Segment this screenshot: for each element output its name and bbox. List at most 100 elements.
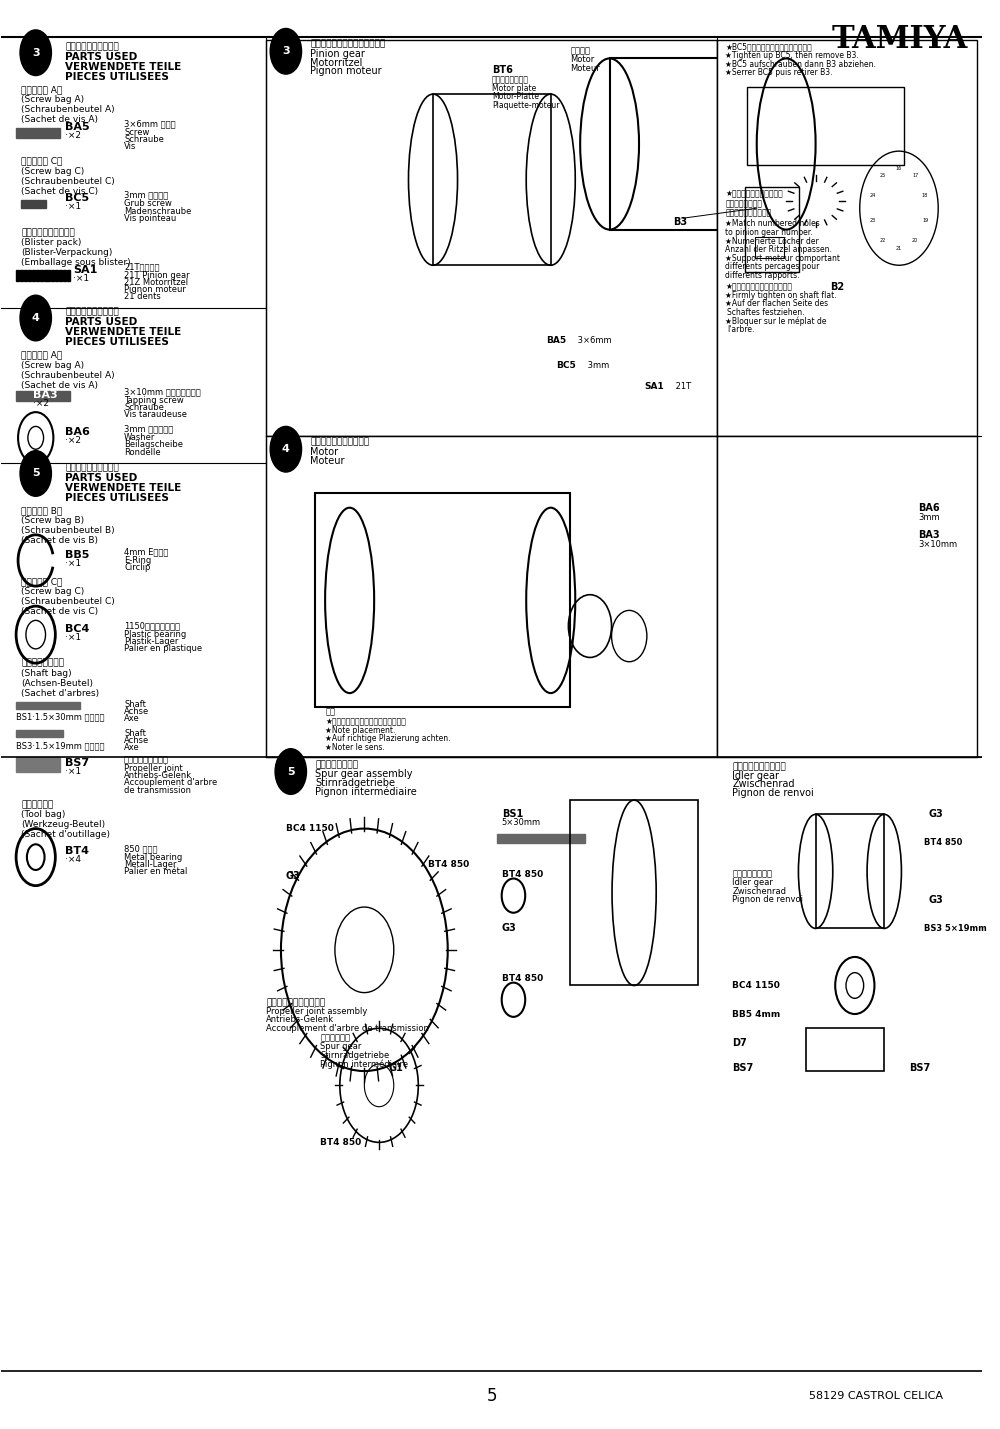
Text: (Schraubenbeutel C): (Schraubenbeutel C) — [21, 177, 115, 186]
Bar — [59, 270, 62, 282]
Text: BS3 5×19mm: BS3 5×19mm — [924, 925, 986, 933]
Text: Pignon moteur: Pignon moteur — [124, 284, 186, 294]
Text: Spur gear: Spur gear — [320, 1042, 362, 1052]
Text: 23: 23 — [870, 219, 876, 223]
Text: Screw: Screw — [124, 129, 149, 137]
Text: BB5: BB5 — [65, 550, 90, 560]
Text: Vis taraudeuse: Vis taraudeuse — [124, 410, 187, 420]
Text: de transmission: de transmission — [124, 786, 191, 795]
Text: Axe: Axe — [124, 743, 140, 752]
Text: 〈使用する小物金具〉: 〈使用する小物金具〉 — [65, 463, 119, 472]
Text: （ブリスターパック）: （ブリスターパック） — [21, 229, 75, 237]
Text: ★Tighten up BC5, then remove B3.: ★Tighten up BC5, then remove B3. — [725, 51, 859, 60]
Text: BA3: BA3 — [33, 390, 57, 400]
Text: Idler gear: Idler gear — [732, 879, 773, 887]
Text: Vis pointeau: Vis pointeau — [124, 214, 176, 223]
Bar — [16, 129, 60, 139]
Text: ★BC5をしめつけ後とりはずします。: ★BC5をしめつけ後とりはずします。 — [725, 43, 812, 51]
Text: 3: 3 — [282, 46, 290, 56]
Text: (Schraubenbeutel A): (Schraubenbeutel A) — [21, 106, 115, 114]
Text: Palier en métal: Palier en métal — [124, 867, 187, 876]
FancyBboxPatch shape — [717, 436, 977, 757]
Text: (Blister-Verpackung): (Blister-Verpackung) — [21, 247, 112, 257]
Bar — [40, 270, 43, 282]
Text: ★Noter le sens.: ★Noter le sens. — [325, 743, 385, 752]
Circle shape — [270, 29, 302, 74]
Text: Schraube: Schraube — [124, 403, 164, 413]
Bar — [570, 800, 698, 986]
Text: PARTS USED: PARTS USED — [65, 51, 137, 61]
Text: (Achsen-Beutel): (Achsen-Beutel) — [21, 679, 93, 687]
Text: BA6: BA6 — [65, 427, 90, 437]
Bar — [816, 815, 884, 929]
Text: (Blister pack): (Blister pack) — [21, 237, 81, 247]
Text: （ビス袋詰 A）: （ビス袋詰 A） — [21, 350, 62, 360]
Bar — [47, 270, 50, 282]
Circle shape — [275, 749, 306, 795]
Text: Grub screw: Grub screw — [124, 200, 172, 209]
Text: BS7: BS7 — [732, 1063, 753, 1073]
Text: G3: G3 — [502, 923, 516, 933]
Text: G1: G1 — [389, 1063, 404, 1073]
Text: 1150プラベアリング: 1150プラベアリング — [124, 622, 180, 630]
Text: 19: 19 — [922, 219, 928, 223]
Text: Stirnradgetriebe: Stirnradgetriebe — [320, 1050, 389, 1060]
Bar — [315, 493, 570, 707]
Text: Plastik-Lager: Plastik-Lager — [124, 637, 178, 646]
Text: 〈アイドラーギヤー〉: 〈アイドラーギヤー〉 — [732, 763, 786, 772]
Text: （工具袋詰）: （工具袋詰） — [21, 800, 53, 809]
Text: Schaftes festziehen.: Schaftes festziehen. — [727, 307, 805, 317]
Text: SA1: SA1 — [644, 382, 664, 392]
Bar — [16, 390, 70, 400]
Text: Zwischenrad: Zwischenrad — [732, 779, 795, 789]
Bar — [16, 702, 80, 709]
Text: (Screw bag A): (Screw bag A) — [21, 360, 84, 370]
Text: （シャフト袋詰）: （シャフト袋詰） — [21, 659, 64, 667]
Circle shape — [20, 296, 51, 342]
Text: ★Numerierte Löcher der: ★Numerierte Löcher der — [725, 236, 819, 246]
Text: ·×1: ·×1 — [65, 633, 81, 642]
Text: 18: 18 — [922, 193, 928, 199]
Text: ·×1: ·×1 — [65, 559, 81, 567]
Text: Stirnradgetriebe: Stirnradgetriebe — [315, 777, 395, 787]
Text: Antriebs-Gelenk: Antriebs-Gelenk — [266, 1015, 334, 1025]
Text: Madenschraube: Madenschraube — [124, 207, 191, 216]
Text: BT4 850: BT4 850 — [502, 973, 543, 983]
Text: プロペラジョイント: プロペラジョイント — [124, 756, 169, 765]
Text: BA5: BA5 — [65, 121, 90, 131]
Text: BS1: BS1 — [502, 809, 523, 819]
Text: (Sachet de vis C): (Sachet de vis C) — [21, 187, 98, 196]
Text: BS7: BS7 — [65, 757, 89, 767]
Text: 〈使用する小物金具〉: 〈使用する小物金具〉 — [65, 307, 119, 317]
Text: 22: 22 — [880, 239, 886, 243]
Text: ★ピニオンギヤーの枚数に: ★ピニオンギヤーの枚数に — [725, 190, 783, 199]
Bar — [44, 270, 47, 282]
Text: 〈モーターの取り付け〉: 〈モーターの取り付け〉 — [310, 437, 370, 447]
Text: Motor-Platte: Motor-Platte — [492, 93, 539, 101]
Text: 21 dents: 21 dents — [124, 292, 161, 302]
Text: BT4: BT4 — [65, 846, 89, 856]
Text: 21T: 21T — [673, 382, 691, 392]
Text: （ビス袋詰 B）: （ビス袋詰 B） — [21, 506, 62, 514]
Text: differents rapports.: differents rapports. — [725, 270, 800, 280]
Bar — [16, 730, 63, 737]
Text: 3×10mm タッピングビス: 3×10mm タッピングビス — [124, 387, 201, 397]
Text: ·×2: ·×2 — [65, 131, 81, 140]
Text: BC4: BC4 — [65, 624, 90, 634]
FancyBboxPatch shape — [717, 40, 977, 436]
Text: BS1·1.5×30mm シャフト: BS1·1.5×30mm シャフト — [16, 713, 105, 722]
Text: PIECES UTILISEES: PIECES UTILISEES — [65, 71, 169, 81]
Text: ·×4: ·×4 — [65, 856, 81, 865]
Text: differents percages pour: differents percages pour — [725, 262, 820, 272]
Text: Pignon intermédiaire: Pignon intermédiaire — [320, 1059, 408, 1069]
Text: ★Bloquer sur le méplat de: ★Bloquer sur le méplat de — [725, 316, 827, 326]
Text: ★Firmly tighten on shaft flat.: ★Firmly tighten on shaft flat. — [725, 290, 837, 300]
Text: ★Support-moteur comportant: ★Support-moteur comportant — [725, 253, 840, 263]
Text: Washer: Washer — [124, 433, 155, 443]
Text: (Screw bag A): (Screw bag A) — [21, 96, 84, 104]
Text: 3mm ワッシャー: 3mm ワッシャー — [124, 424, 173, 434]
FancyBboxPatch shape — [266, 40, 717, 436]
Text: 21Tピニオン: 21Tピニオン — [124, 262, 160, 272]
Text: BC4 1150: BC4 1150 — [286, 825, 334, 833]
Text: BC5: BC5 — [556, 360, 575, 370]
